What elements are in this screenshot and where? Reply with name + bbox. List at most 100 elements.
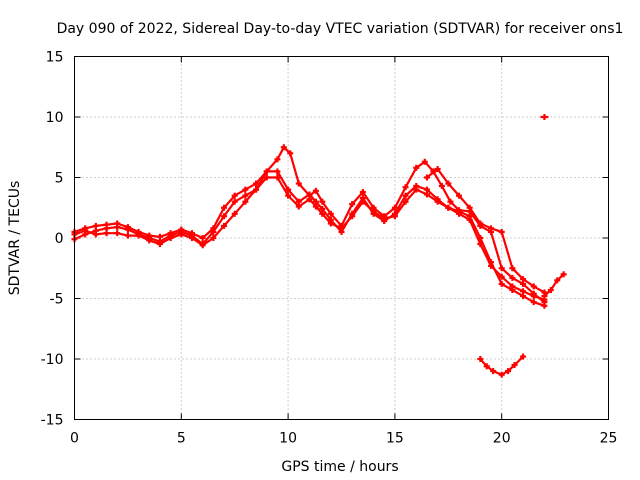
- plot-frame: [74, 56, 609, 420]
- data-point: [274, 156, 281, 163]
- data-point: [319, 210, 326, 217]
- x-tick-label: 5: [177, 431, 186, 447]
- data-point: [287, 150, 294, 157]
- data-point: [253, 180, 260, 187]
- data-point: [295, 180, 302, 187]
- data-point: [114, 224, 121, 231]
- data-point: [188, 235, 195, 241]
- data-point: [541, 293, 548, 300]
- y-tick-label: 5: [55, 171, 64, 187]
- data-point: [103, 230, 110, 237]
- data-point: [221, 204, 228, 211]
- data-point: [547, 287, 554, 294]
- data-point: [445, 180, 452, 187]
- data-point: [413, 164, 420, 171]
- data-point: [231, 198, 238, 205]
- data-point: [423, 174, 430, 181]
- data-point: [124, 232, 131, 239]
- data-point: [82, 227, 89, 234]
- data-point: [434, 198, 441, 205]
- data-point: [274, 174, 281, 181]
- data-point: [483, 363, 490, 370]
- data-point: [319, 198, 326, 205]
- series-line: [73, 176, 546, 301]
- data-point: [509, 265, 516, 272]
- data-point: [498, 228, 505, 235]
- data-point: [498, 273, 505, 280]
- data-point: [274, 168, 281, 175]
- data-point: [114, 230, 121, 237]
- data-point: [466, 216, 473, 223]
- x-tick-label: 0: [70, 431, 79, 447]
- data-point: [477, 220, 484, 227]
- data-point: [285, 192, 292, 199]
- data-point: [530, 283, 537, 290]
- data-point: [434, 166, 441, 173]
- data-point: [156, 241, 163, 248]
- chart-title: Day 090 of 2022, Sidereal Day-to-day VTE…: [57, 21, 624, 37]
- x-tick-label: 25: [600, 431, 618, 447]
- data-point: [423, 191, 430, 198]
- y-tick-label: 0: [55, 231, 64, 247]
- data-point: [541, 302, 548, 309]
- data-point: [488, 262, 495, 269]
- data-point: [231, 192, 238, 199]
- data-point: [370, 208, 377, 215]
- data-point: [306, 196, 313, 203]
- data-point: [466, 204, 473, 211]
- data-point: [199, 242, 206, 249]
- data-point: [402, 198, 409, 205]
- series-track-d: [423, 166, 548, 296]
- x-tick-label: 10: [279, 431, 297, 447]
- data-point: [295, 203, 302, 210]
- data-point: [280, 144, 287, 151]
- data-point: [477, 241, 484, 248]
- data-point: [402, 184, 409, 191]
- data-point: [338, 225, 345, 232]
- data-point: [263, 174, 270, 181]
- data-point: [359, 198, 366, 205]
- y-tick-label: -10: [41, 352, 64, 368]
- data-point: [178, 231, 185, 238]
- data-point: [242, 186, 249, 193]
- outlier-point: [540, 114, 549, 120]
- series-track-c: [71, 174, 548, 303]
- x-tick-label: 15: [386, 431, 404, 447]
- data-point: [327, 220, 334, 227]
- series-line: [425, 167, 546, 294]
- y-tick-label: -5: [50, 292, 64, 308]
- data-point: [231, 210, 238, 217]
- data-point: [445, 204, 452, 211]
- data-point: [455, 192, 462, 199]
- data-point: [381, 215, 388, 222]
- series-track-a: [71, 144, 548, 306]
- data-point: [285, 186, 292, 193]
- series-line: [543, 273, 565, 298]
- data-point: [146, 237, 153, 244]
- x-tick-label: 20: [493, 431, 511, 447]
- data-point: [438, 182, 445, 189]
- data-point: [477, 356, 484, 362]
- y-tick-label: -15: [41, 413, 64, 429]
- data-point: [199, 235, 206, 241]
- data-point: [530, 293, 537, 300]
- data-point: [511, 362, 518, 369]
- data-point: [498, 371, 505, 378]
- data-point: [560, 271, 567, 278]
- x-axis-label: GPS time / hours: [281, 459, 398, 475]
- data-point: [520, 353, 527, 360]
- data-point: [520, 288, 527, 295]
- y-axis-label: SDTVAR / TECUs: [7, 181, 23, 296]
- data-point: [349, 213, 356, 220]
- data-point: [349, 201, 356, 208]
- data-point: [327, 210, 334, 217]
- data-point: [509, 283, 516, 290]
- data-point: [520, 276, 527, 283]
- y-tick-label: 10: [46, 110, 64, 126]
- data-point: [92, 231, 99, 238]
- data-point: [135, 232, 142, 239]
- data-point: [530, 299, 537, 306]
- data-point: [391, 204, 398, 211]
- data-point: [413, 186, 420, 193]
